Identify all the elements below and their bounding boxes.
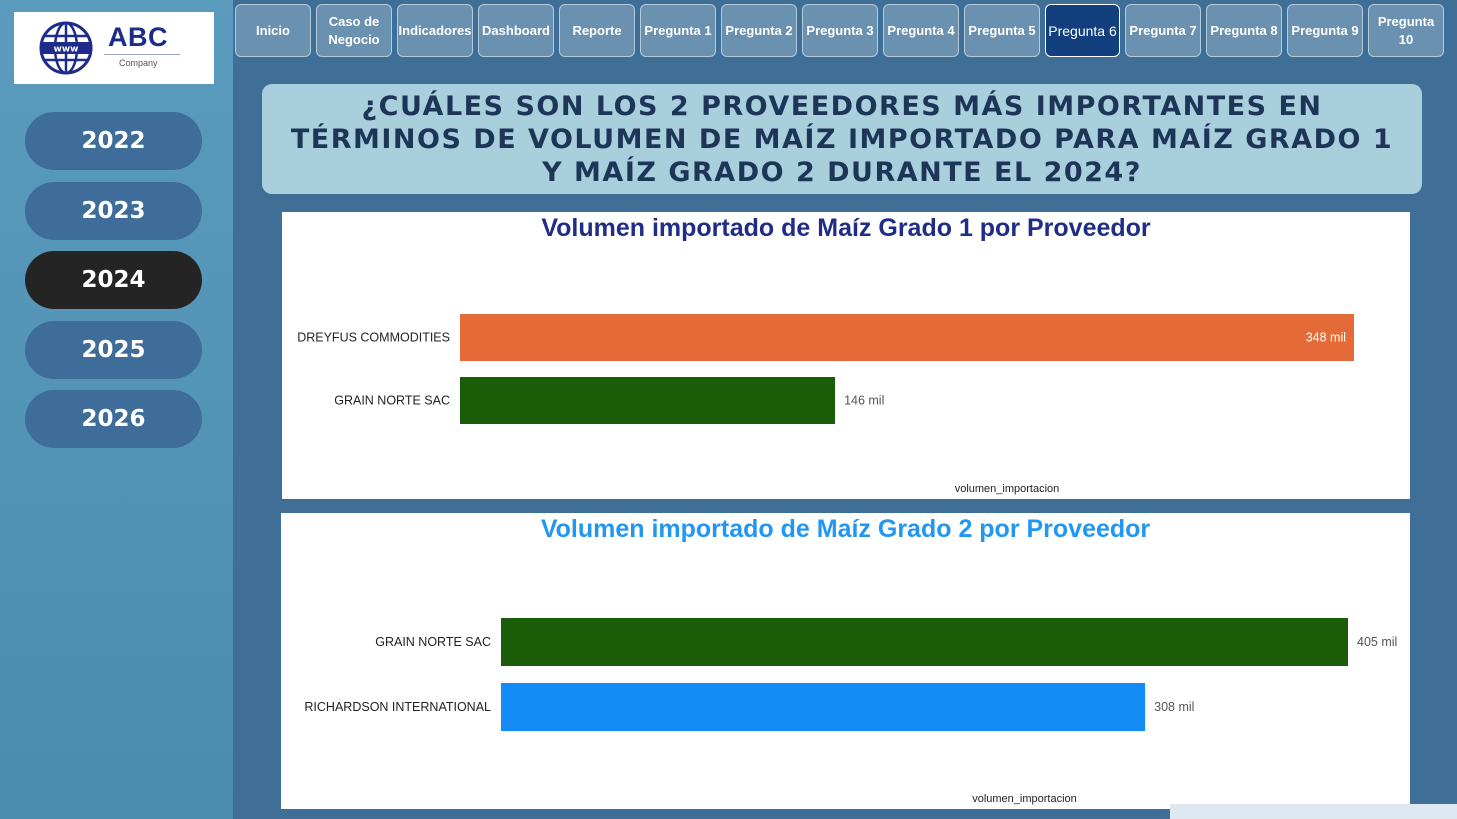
tab-pregunta-1[interactable]: Pregunta 1 <box>640 4 716 57</box>
tab-pregunta-4[interactable]: Pregunta 4 <box>883 4 959 57</box>
tab-pregunta-9[interactable]: Pregunta 9 <box>1287 4 1363 57</box>
globe-www-icon: www <box>39 21 93 75</box>
bar <box>501 683 1146 731</box>
tab-inicio[interactable]: Inicio <box>235 4 311 57</box>
tab-pregunta-8[interactable]: Pregunta 8 <box>1206 4 1282 57</box>
year-button-2023[interactable]: 2023 <box>25 182 202 240</box>
year-button-2022[interactable]: 2022 <box>25 112 202 170</box>
tab-pregunta-6[interactable]: Pregunta 6 <box>1045 4 1120 57</box>
chart-card-grado-1: Volumen importado de Maíz Grado 1 por Pr… <box>282 212 1410 499</box>
chart-card-grado-2: Volumen importado de Maíz Grado 2 por Pr… <box>281 513 1410 809</box>
x-axis-label: volumen_importacion <box>955 483 1060 495</box>
category-label: GRAIN NORTE SAC <box>334 394 450 408</box>
chart-title: Volumen importado de Maíz Grado 1 por Pr… <box>541 214 1151 242</box>
logo-divider <box>104 54 180 55</box>
data-label: 348 mil <box>1306 331 1346 345</box>
data-label: 146 mil <box>844 394 884 408</box>
data-label: 405 mil <box>1357 635 1397 649</box>
tab-reporte[interactable]: Reporte <box>559 4 635 57</box>
logo-subtitle: Company <box>119 58 158 68</box>
logo-title: ABC <box>108 22 168 52</box>
background-strip <box>1170 804 1457 819</box>
x-axis-label: volumen_importacion <box>972 793 1077 805</box>
tab-indicadores[interactable]: Indicadores <box>397 4 473 57</box>
tab-pregunta-3[interactable]: Pregunta 3 <box>802 4 878 57</box>
category-label: RICHARDSON INTERNATIONAL <box>304 700 491 714</box>
tab-pregunta-2[interactable]: Pregunta 2 <box>721 4 797 57</box>
year-button-2026[interactable]: 2026 <box>25 390 202 448</box>
year-button-2024[interactable]: 2024 <box>25 251 202 309</box>
year-button-2025[interactable]: 2025 <box>25 321 202 379</box>
bar-chart-grado-1: DREYFUS COMMODITIES 348 mil GRAIN NORTE SA… <box>297 314 1354 495</box>
bar <box>501 618 1348 666</box>
category-label: DREYFUS COMMODITIES <box>297 331 450 345</box>
svg-text:www: www <box>54 45 79 55</box>
question-banner: ¿CUÁLES SON LOS 2 PROVEEDORES MÁS IMPORT… <box>262 84 1422 194</box>
tab-dashboard[interactable]: Dashboard <box>478 4 554 57</box>
tab-pregunta-5[interactable]: Pregunta 5 <box>964 4 1040 57</box>
category-label: GRAIN NORTE SAC <box>375 635 491 649</box>
sidebar: www ABC Company 2022 2023 2024 2025 2026 <box>0 0 233 819</box>
tab-caso-de-negocio[interactable]: Caso de Negocio <box>316 4 392 57</box>
tab-pregunta-10[interactable]: Pregunta 10 <box>1368 4 1444 57</box>
chart-title: Volumen importado de Maíz Grado 2 por Pr… <box>540 515 1151 543</box>
bar <box>460 314 1354 361</box>
tab-pregunta-7[interactable]: Pregunta 7 <box>1125 4 1201 57</box>
bar <box>460 377 836 424</box>
bar-chart-grado-2: GRAIN NORTE SAC 405 mil RICHARDSON INTERNA… <box>304 618 1397 805</box>
data-label: 308 mil <box>1154 700 1194 714</box>
company-logo: www ABC Company <box>14 12 214 84</box>
